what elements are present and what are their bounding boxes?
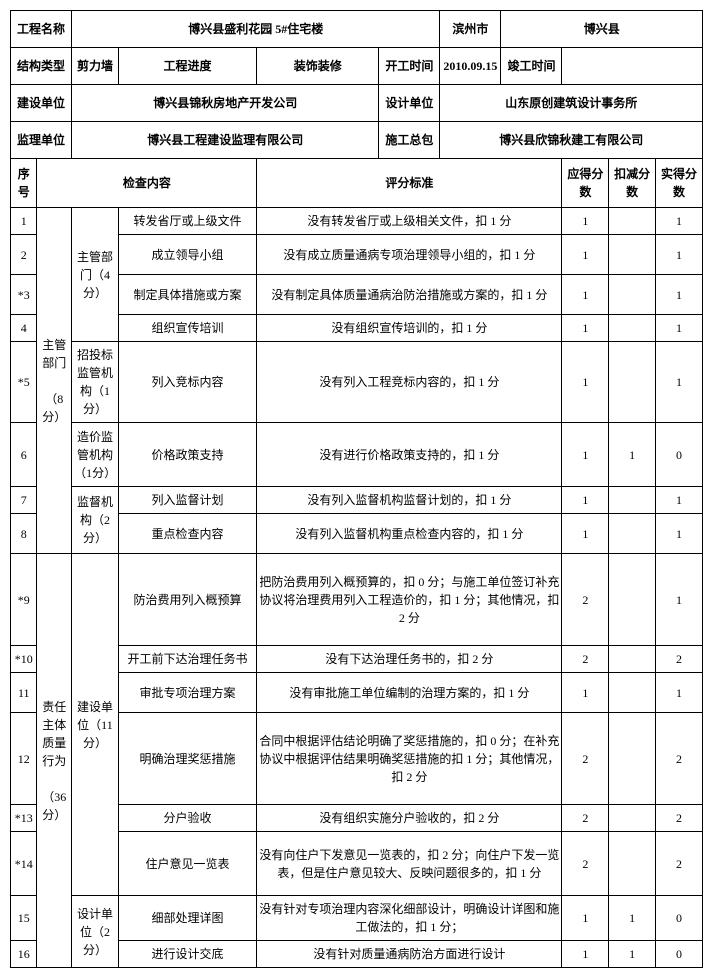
value-city: 滨州市 — [440, 11, 501, 48]
value-supervise-unit: 博兴县工程建设监理有限公司 — [72, 122, 379, 159]
table-row: *9 责任主体质量行为（36分） 建设单位（11分） 防治费用列入概预算 把防治… — [11, 554, 703, 646]
table-row: 15 设计单位（2分） 细部处理详图 没有针对专项治理内容深化细部设计，明确设计… — [11, 896, 703, 941]
col-actual: 实得分数 — [656, 159, 703, 208]
label-construct-gen: 施工总包 — [379, 122, 440, 159]
group-g2a: 建设单位（11分） — [72, 554, 119, 896]
group-g1a: 主管部门（4分） — [72, 208, 119, 342]
col-due: 应得分数 — [562, 159, 609, 208]
col-content: 检查内容 — [37, 159, 257, 208]
label-start-time: 开工时间 — [379, 48, 440, 85]
label-design-unit: 设计单位 — [379, 85, 440, 122]
label-decoration: 装饰装修 — [257, 48, 379, 85]
label-supervise-unit: 监理单位 — [11, 122, 72, 159]
label-struct-type: 结构类型 — [11, 48, 72, 85]
col-deduct: 扣减分数 — [609, 159, 656, 208]
value-end-time — [562, 48, 703, 85]
value-project-name: 博兴县盛利花园 5#住宅楼 — [72, 11, 440, 48]
group-g1d: 监督机构（2分） — [72, 487, 119, 554]
group-g1: 主管部门（8分） — [37, 208, 72, 554]
table-row: 7 监督机构（2分） 列入监督计划 没有列入监督机构监督计划的，扣 1 分 1 … — [11, 487, 703, 514]
value-struct-type: 剪力墙 — [72, 48, 119, 85]
inspection-table: 工程名称 博兴县盛利花园 5#住宅楼 滨州市 博兴县 结构类型 剪力墙 工程进度… — [10, 10, 703, 968]
col-seq: 序号 — [11, 159, 37, 208]
value-start-time: 2010.09.15 — [440, 48, 501, 85]
label-progress: 工程进度 — [118, 48, 256, 85]
value-county: 博兴县 — [501, 11, 703, 48]
label-end-time: 竣工时间 — [501, 48, 562, 85]
group-g2: 责任主体质量行为（36分） — [37, 554, 72, 968]
table-row: 1 主管部门（8分） 主管部门（4分） 转发省厅或上级文件 没有转发省厅或上级相… — [11, 208, 703, 235]
label-build-unit: 建设单位 — [11, 85, 72, 122]
value-design-unit: 山东原创建筑设计事务所 — [440, 85, 703, 122]
value-construct-gen: 博兴县欣锦秋建工有限公司 — [440, 122, 703, 159]
col-standard: 评分标准 — [257, 159, 562, 208]
group-g1b: 招投标监管机构（1分） — [72, 342, 119, 423]
label-project-name: 工程名称 — [11, 11, 72, 48]
value-build-unit: 博兴县锦秋房地产开发公司 — [72, 85, 379, 122]
table-row: *5 招投标监管机构（1分） 列入竞标内容 没有列入工程竞标内容的，扣 1 分 … — [11, 342, 703, 423]
table-row: 6 造价监管机构（1分） 价格政策支持 没有进行价格政策支持的，扣 1 分 1 … — [11, 423, 703, 487]
group-g1c: 造价监管机构（1分） — [72, 423, 119, 487]
